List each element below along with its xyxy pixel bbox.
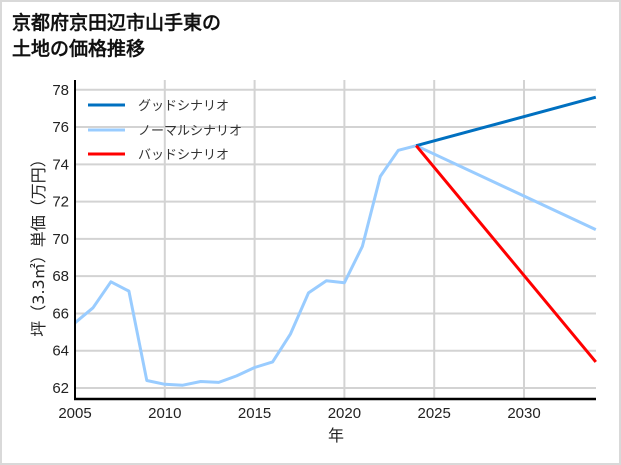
x-tick-label: 2025	[418, 405, 451, 422]
y-tick-label: 72	[52, 194, 69, 211]
legend-label: ノーマルシナリオ	[138, 124, 242, 139]
y-tick-label: 78	[52, 82, 69, 99]
y-tick-label: 62	[52, 380, 69, 397]
x-tick-labels: 2005 2010 2015 2020 2025 2030	[58, 405, 540, 422]
y-tick-label: 64	[52, 343, 69, 360]
legend-label: バッドシナリオ	[138, 148, 229, 163]
x-tick-label: 2010	[148, 405, 181, 422]
x-tick-label: 2005	[58, 405, 91, 422]
series-line	[74, 144, 597, 387]
y-tick-label: 74	[52, 156, 69, 173]
y-tick-label: 66	[52, 305, 69, 322]
axes	[74, 80, 596, 401]
chart-title: 京都府京田辺市山手東の 土地の価格推移	[12, 12, 222, 60]
series-line	[415, 95, 597, 148]
y-tick-label: 70	[52, 231, 69, 248]
y-tick-label: 68	[52, 268, 69, 285]
legend-label: グッドシナリオ	[138, 99, 229, 114]
x-tick-label: 2030	[507, 405, 540, 422]
y-tick-labels: 62 64 66 68 70 72 74 76 78	[52, 82, 69, 397]
series-line	[415, 144, 597, 363]
data-lines	[74, 95, 597, 387]
x-tick-label: 2015	[238, 405, 271, 422]
gridlines	[75, 80, 596, 399]
y-axis-label: 坪（3.3㎡）単価（万円）	[29, 151, 48, 336]
y-tick-label: 76	[52, 119, 69, 136]
x-axis-label: 年	[328, 426, 344, 445]
x-tick-label: 2020	[328, 405, 361, 422]
